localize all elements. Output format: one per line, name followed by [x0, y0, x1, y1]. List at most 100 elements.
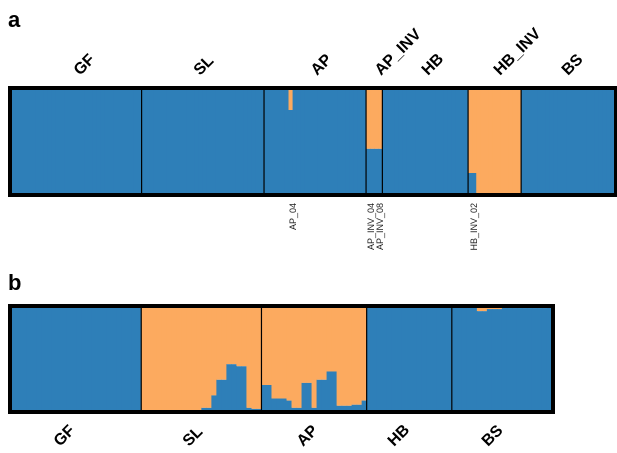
bar-b-1-11-cluster2: [196, 307, 202, 411]
bar-b-1-19-cluster2: [236, 307, 243, 367]
bar-b-2-10-cluster1: [311, 407, 318, 411]
bar-b-4-16-cluster1: [531, 308, 538, 411]
bar-b-2-9-cluster2: [306, 307, 313, 383]
bar-a-0-29-cluster1: [129, 89, 135, 194]
bar-b-1-1-cluster2: [146, 307, 152, 411]
bar-a-1-6-cluster1: [166, 89, 171, 194]
bar-a-0-10-cluster1: [51, 89, 57, 194]
panel-a-labels: GF SL AP AP_INV HB HB_INV BS: [71, 25, 587, 79]
bar-b-4-0-cluster1: [451, 307, 458, 411]
bar-b-2-8-cluster1: [301, 382, 308, 411]
bar-a-5-1-cluster1: [472, 173, 477, 194]
bar-a-2-3-cluster1: [276, 89, 281, 194]
bar-a-0-27-cluster1: [121, 89, 126, 194]
bar-b-0-12-cluster1: [71, 307, 77, 411]
bar-a-6-2-cluster1: [529, 89, 534, 194]
bar-a-6-4-cluster1: [537, 89, 543, 194]
bar-a-0-3-cluster1: [23, 89, 28, 194]
panel-b-labels: GF SL AP HB BS: [51, 421, 507, 449]
bar-b-2-20-cluster2: [361, 307, 368, 401]
bar-a-5-0-cluster2: [468, 89, 473, 173]
bar-a-1-12-cluster1: [190, 89, 196, 194]
bar-a-4-20-cluster1: [464, 89, 469, 194]
bar-a-0-16-cluster1: [76, 89, 81, 194]
bar-a-6-5-cluster1: [541, 89, 547, 194]
group-label-sl-b: SL: [180, 423, 207, 450]
bar-b-3-12-cluster1: [426, 307, 433, 411]
bar-b-4-8-cluster2: [491, 307, 498, 310]
bar-b-2-15-cluster1: [336, 405, 343, 411]
bar-a-0-15-cluster1: [72, 89, 77, 194]
bar-b-4-3-cluster1: [466, 307, 473, 411]
bar-b-2-1-cluster1: [266, 385, 273, 411]
bar-a-6-19-cluster1: [598, 89, 604, 194]
bar-a-4-3-cluster1: [394, 89, 400, 194]
bar-b-2-0-cluster1: [261, 385, 268, 411]
bar-a-5-2-cluster2: [476, 89, 481, 194]
bar-a-2-19-cluster1: [341, 89, 347, 194]
bar-b-4-6-cluster1: [481, 311, 488, 411]
bar-b-1-22-cluster1: [251, 408, 258, 411]
bar-b-1-5-cluster2: [166, 307, 172, 411]
bar-b-2-18-cluster1: [351, 404, 358, 411]
bar-a-4-11-cluster1: [427, 89, 432, 194]
bar-b-3-0-cluster1: [366, 307, 373, 411]
panel-a-dividers: [140, 89, 522, 194]
bar-b-2-12-cluster2: [321, 307, 328, 380]
bar-b-1-19-cluster1: [236, 366, 243, 411]
bar-a-5-3-cluster2: [480, 89, 486, 194]
bar-b-0-13-cluster1: [76, 307, 82, 411]
bar-a-2-12-cluster1: [313, 89, 318, 194]
bar-a-5-0-cluster1: [468, 173, 473, 194]
group-label-sl: SL: [191, 52, 218, 79]
bar-a-1-2-cluster1: [149, 89, 155, 194]
bar-a-4-10-cluster1: [423, 89, 428, 194]
bar-b-2-19-cluster1: [356, 404, 363, 411]
bar-b-4-8-cluster1: [491, 309, 498, 411]
group-label-ap-inv: AP_INV: [372, 26, 425, 79]
bar-b-2-18-cluster2: [351, 307, 358, 405]
bar-b-1-6-cluster2: [171, 307, 177, 411]
bar-b-1-23-cluster1: [256, 408, 263, 411]
bar-a-4-8-cluster1: [415, 89, 420, 194]
bar-a-2-22-cluster1: [353, 89, 359, 194]
bar-b-1-15-cluster2: [216, 307, 222, 380]
bar-a-0-21-cluster1: [96, 89, 102, 194]
bar-a-1-11-cluster1: [186, 89, 192, 194]
bar-b-1-7-cluster2: [176, 307, 182, 411]
bar-b-2-8-cluster2: [301, 307, 308, 383]
bar-a-3-1-cluster2: [370, 89, 375, 149]
bar-b-0-23-cluster1: [126, 307, 132, 411]
bar-a-5-1-cluster2: [472, 89, 477, 173]
bar-b-1-2-cluster2: [151, 307, 157, 411]
bar-b-1-14-cluster1: [211, 395, 217, 411]
bar-b-1-12-cluster2: [201, 307, 207, 408]
bar-b-1-9-cluster2: [186, 307, 192, 411]
bar-a-4-6-cluster1: [406, 89, 412, 194]
bar-a-2-17-cluster1: [333, 89, 339, 194]
bar-b-0-5-cluster1: [36, 307, 42, 411]
bar-b-0-3-cluster1: [26, 307, 32, 411]
bar-a-1-19-cluster1: [219, 89, 224, 194]
bar-b-4-17-cluster1: [536, 308, 543, 411]
bar-a-0-19-cluster1: [88, 89, 94, 194]
panel-a-frame: [8, 86, 617, 197]
bar-a-0-31-cluster1: [137, 89, 143, 194]
bar-b-1-10-cluster2: [191, 307, 197, 411]
bar-a-0-7-cluster1: [39, 89, 45, 194]
bar-b-4-11-cluster1: [506, 308, 513, 411]
bar-b-1-18-cluster1: [231, 364, 238, 411]
bar-a-6-13-cluster1: [574, 89, 579, 194]
bar-b-2-12-cluster1: [321, 379, 328, 411]
bar-b-0-7-cluster1: [46, 307, 52, 411]
bar-a-3-3-cluster1: [378, 148, 383, 194]
bar-a-2-16-cluster1: [329, 89, 335, 194]
bar-a-1-22-cluster1: [231, 89, 237, 194]
bar-b-2-13-cluster2: [326, 307, 333, 372]
bar-b-4-6-cluster2: [481, 307, 488, 312]
bar-b-1-4-cluster2: [161, 307, 167, 411]
bar-b-2-14-cluster2: [331, 307, 338, 372]
bar-a-5-8-cluster2: [500, 89, 506, 194]
bar-b-2-2-cluster2: [271, 307, 278, 399]
bar-a-3-2-cluster2: [374, 89, 379, 149]
